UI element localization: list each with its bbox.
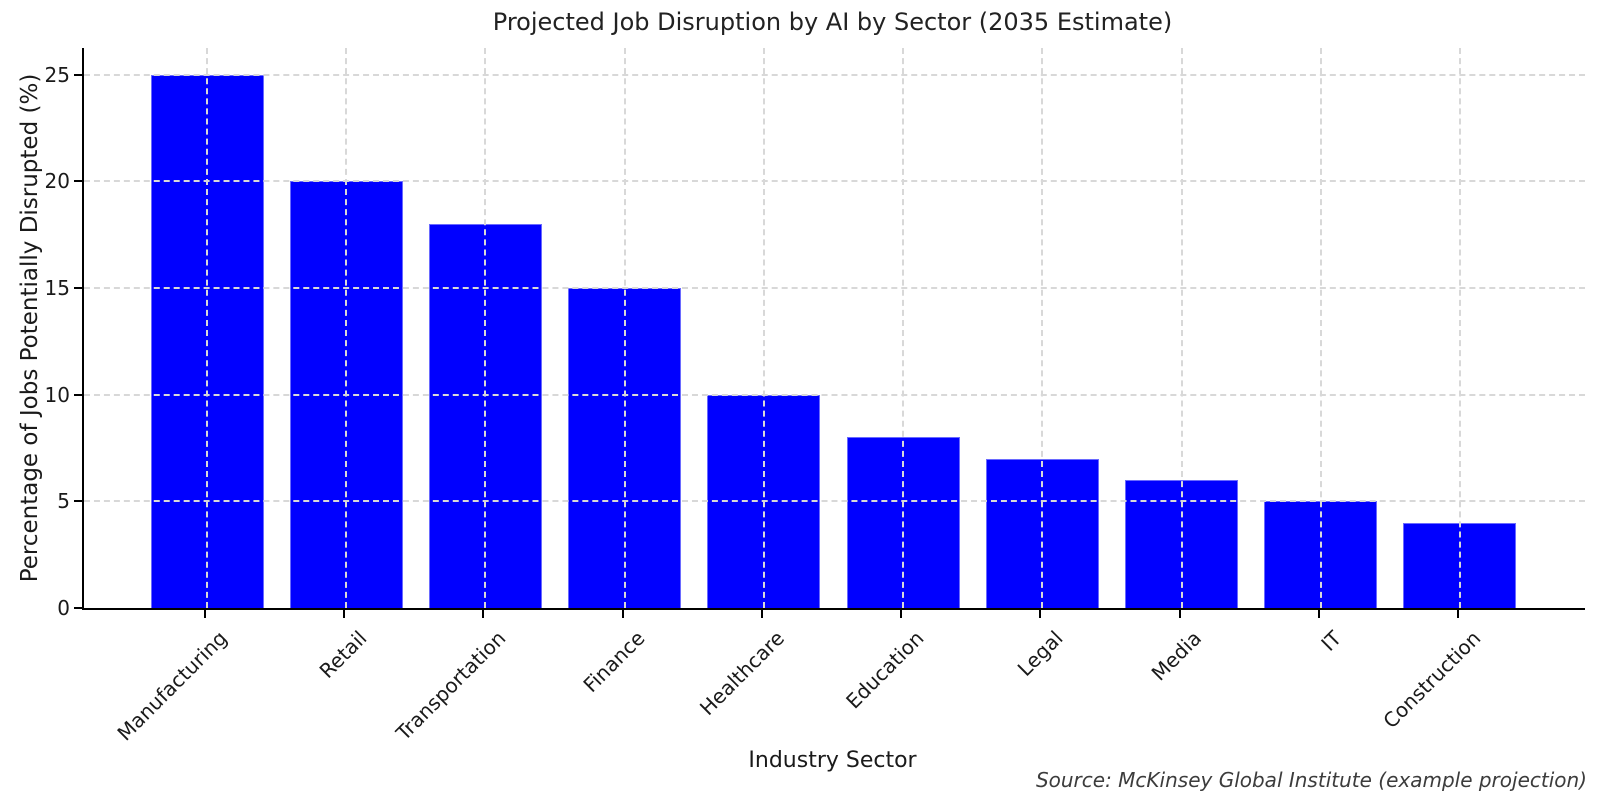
- vertical-gridline: [345, 48, 348, 608]
- vertical-gridline: [762, 48, 765, 608]
- x-tick-label: Construction: [1377, 626, 1485, 734]
- x-tick-label: Transportation: [391, 626, 511, 746]
- x-axis-label: Industry Sector: [748, 748, 917, 773]
- x-tick-mark: [1317, 610, 1320, 618]
- y-tick-mark: [74, 73, 82, 76]
- y-tick-label: 0: [57, 596, 70, 620]
- y-tick-label: 5: [57, 489, 70, 514]
- x-tick-mark: [343, 610, 346, 618]
- chart-title: Projected Job Disruption by AI by Sector…: [492, 8, 1173, 36]
- x-tick-mark: [204, 610, 206, 618]
- y-tick-mark: [74, 607, 82, 609]
- x-tick-mark: [900, 610, 903, 618]
- horizontal-gridline: [84, 393, 1585, 396]
- vertical-gridline: [484, 48, 487, 608]
- vertical-gridline: [1041, 48, 1044, 608]
- x-tick-label: Retail: [314, 626, 372, 683]
- x-tick-mark: [1456, 610, 1459, 618]
- horizontal-gridline: [84, 500, 1585, 503]
- y-tick-label: 10: [44, 382, 70, 407]
- x-tick-label: Education: [840, 626, 929, 714]
- x-tick-mark: [482, 610, 485, 618]
- y-tick-mark: [74, 180, 82, 183]
- x-tick-label: Healthcare: [694, 626, 789, 721]
- x-tick-mark: [621, 610, 624, 618]
- plot-area: [82, 48, 1585, 610]
- x-tick-label: Legal: [1012, 626, 1068, 681]
- vertical-gridline: [1319, 48, 1322, 608]
- vertical-gridline: [1458, 48, 1461, 608]
- horizontal-gridline: [84, 180, 1585, 183]
- vertical-gridline: [623, 48, 626, 608]
- horizontal-gridline: [84, 287, 1585, 289]
- x-tick-label: Finance: [578, 626, 650, 698]
- x-tick-mark: [1178, 610, 1181, 618]
- vertical-gridline: [902, 48, 905, 608]
- y-tick-label: 25: [44, 62, 70, 87]
- y-tick-mark: [74, 287, 82, 289]
- x-tick-label: Media: [1147, 626, 1207, 686]
- horizontal-gridline: [84, 73, 1585, 76]
- vertical-gridline: [206, 48, 208, 608]
- source-note: Source: McKinsey Global Institute (examp…: [1035, 768, 1587, 792]
- y-tick-mark: [74, 393, 82, 396]
- y-tick-label: 20: [44, 169, 70, 194]
- x-tick-mark: [760, 610, 763, 618]
- x-tick-label: IT: [1315, 626, 1346, 656]
- y-tick-mark: [74, 500, 82, 503]
- x-tick-label: Manufacturing: [112, 626, 232, 746]
- y-tick-label: 15: [44, 276, 70, 300]
- vertical-gridline: [1180, 48, 1183, 608]
- x-tick-mark: [1039, 610, 1042, 618]
